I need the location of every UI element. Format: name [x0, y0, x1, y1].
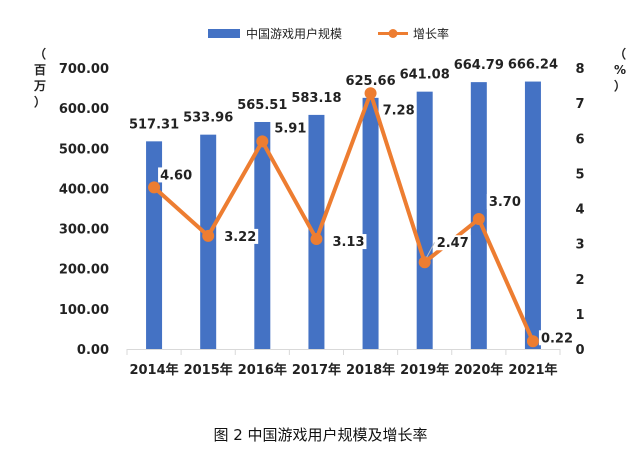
figure-caption: 图 2 中国游戏用户规模及增长率: [213, 426, 428, 444]
label-leader-line: [426, 242, 436, 258]
line-point: [364, 87, 377, 100]
line-point: [256, 135, 269, 148]
line-label-background: [434, 235, 471, 251]
line-point: [148, 181, 161, 194]
x-tick-label: 2018年: [346, 362, 395, 378]
y-right-tick-label: 4: [575, 203, 584, 218]
y-right-label-char: （: [614, 46, 626, 61]
y-left-label-char: ）: [34, 94, 46, 109]
line-value-label: 3.13: [332, 235, 364, 250]
line-value-label: 5.91: [274, 121, 306, 136]
bar-value-label: 533.96: [183, 111, 233, 126]
y-left-tick-label: 100.00: [59, 303, 109, 318]
x-tick-label: 2019年: [400, 362, 449, 378]
y-left-tick-label: 500.00: [59, 142, 109, 157]
y-right-tick-label: 6: [575, 132, 584, 147]
line-value-label: 7.28: [383, 103, 415, 118]
line-value-label: 0.22: [541, 331, 573, 346]
y-right-tick-label: 3: [575, 238, 584, 253]
line-value-label: 3.22: [224, 230, 256, 245]
y-left-tick-label: 400.00: [59, 182, 109, 197]
y-right-tick-label: 5: [575, 167, 584, 182]
growth-rate-line: [152, 91, 535, 343]
y-right-tick-label: 2: [575, 273, 584, 288]
line-label-background: [486, 194, 523, 210]
line-value-label: 4.60: [160, 168, 192, 183]
y-right-tick-label: 0: [575, 343, 584, 358]
legend-line-label: 增长率: [413, 26, 449, 41]
line-value-label: 3.70: [489, 195, 521, 210]
bar-value-label: 583.18: [291, 91, 341, 106]
bar-value-label: 641.08: [400, 68, 450, 83]
bar: [524, 81, 541, 349]
line-point: [418, 256, 431, 269]
line-label-background: [538, 330, 575, 346]
line-point: [310, 233, 323, 246]
y-right-label-char: ）: [614, 78, 626, 93]
y-left-tick-label: 0.00: [77, 343, 109, 358]
x-tick-label: 2017年: [292, 362, 341, 378]
bar: [308, 114, 325, 349]
y-left-label-char: （: [34, 46, 46, 61]
bar-value-label: 565.51: [237, 98, 287, 113]
y-right-tick-label: 7: [575, 97, 584, 112]
chart: 中国游戏用户规模 增长率（百万）（%）0.00100.00200.00300.00…: [33, 26, 626, 378]
line-label-background: [158, 167, 195, 183]
y-left-tick-label: 300.00: [59, 223, 109, 238]
x-tick-label: 2014年: [129, 362, 178, 378]
y-left-label-char: 万: [33, 79, 46, 93]
y-right-tick-label: 1: [575, 308, 584, 323]
line-point: [202, 229, 215, 242]
bar-value-label: 625.66: [345, 74, 395, 89]
line-value-label: 2.47: [437, 236, 469, 251]
y-left-label-char: 百: [34, 63, 46, 77]
y-right-tick-label: 8: [575, 62, 584, 77]
bar: [416, 91, 433, 350]
bar-value-label: 664.79: [454, 58, 504, 73]
bar: [362, 97, 379, 350]
legend-bar-label: 中国游戏用户规模: [246, 26, 342, 41]
x-tick-label: 2021年: [508, 362, 557, 378]
line-label-background: [330, 234, 367, 250]
legend-line-marker: [388, 29, 398, 38]
y-left-tick-label: 700.00: [59, 62, 109, 77]
y-right-label-char: %: [614, 63, 626, 77]
bar-value-label: 517.31: [129, 117, 179, 132]
x-tick-label: 2016年: [238, 362, 287, 378]
x-tick-label: 2015年: [184, 362, 233, 378]
line-point: [526, 335, 539, 348]
bar-value-label: 666.24: [508, 58, 558, 73]
line-label-background: [380, 102, 417, 118]
legend-bar-swatch: [208, 29, 240, 38]
y-left-tick-label: 200.00: [59, 263, 109, 278]
line-label-background: [222, 228, 259, 244]
y-left-tick-label: 600.00: [59, 102, 109, 117]
line-label-background: [272, 120, 309, 136]
line-point: [472, 213, 485, 226]
bar: [254, 121, 271, 349]
x-tick-label: 2020年: [454, 362, 503, 378]
